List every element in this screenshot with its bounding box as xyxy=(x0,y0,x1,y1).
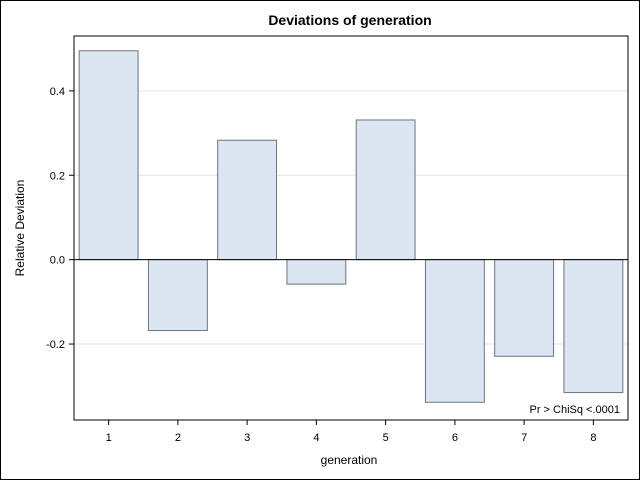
x-axis-label: generation xyxy=(321,453,378,467)
x-tick-label: 5 xyxy=(383,432,389,444)
y-axis-label: Relative Deviation xyxy=(13,180,27,277)
bar-generation-3 xyxy=(217,139,278,261)
bar-generation-1 xyxy=(78,50,139,261)
y-axis-ticks: -0.2 0.0 0.2 0.4 xyxy=(46,86,74,351)
x-tick-label: 4 xyxy=(313,432,319,444)
bar-generation-2 xyxy=(147,259,208,332)
chart-title: Deviations of generation xyxy=(268,12,431,28)
bar-generation-6 xyxy=(424,259,485,403)
x-tick-label: 7 xyxy=(521,432,527,444)
chisq-inset-text: Pr > ChiSq <.0001 xyxy=(529,404,620,416)
x-tick-label: 6 xyxy=(452,432,458,444)
bar-generation-5 xyxy=(355,119,416,261)
bar-generation-4 xyxy=(286,259,347,285)
y-tick-label: 0.4 xyxy=(50,86,65,98)
y-tick-label: 0.2 xyxy=(50,170,65,182)
bars xyxy=(78,50,624,403)
y-tick-label: 0.0 xyxy=(50,255,65,267)
x-tick-label: 8 xyxy=(590,432,596,444)
y-tick-label: -0.2 xyxy=(46,339,65,351)
x-tick-label: 2 xyxy=(175,432,181,444)
x-tick-label: 3 xyxy=(244,432,250,444)
x-axis-ticks: 1 2 3 4 5 6 7 8 xyxy=(106,420,596,444)
bar-generation-7 xyxy=(494,259,555,357)
bar-generation-8 xyxy=(563,259,624,394)
x-tick-label: 1 xyxy=(106,432,112,444)
plot-area-border xyxy=(73,35,629,421)
